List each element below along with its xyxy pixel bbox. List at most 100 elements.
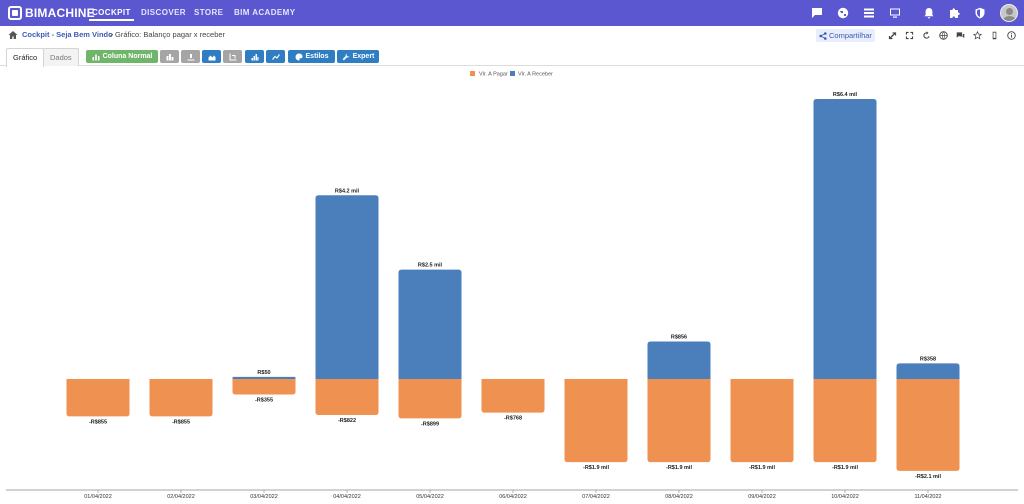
mobile-icon[interactable] — [989, 30, 999, 40]
tab-grafico[interactable]: Gráfico — [6, 48, 45, 67]
data-label-pagar: -R$855 — [89, 419, 107, 425]
bar-pagar[interactable] — [730, 379, 794, 463]
x-tick-label: 11/04/2022 — [914, 494, 941, 500]
app-logo[interactable]: BIMACHINE — [8, 5, 95, 21]
nav-discover[interactable]: DISCOVER — [141, 8, 186, 17]
data-label-pagar: -R$1.9 mil — [666, 465, 692, 471]
legend-label-pagar: Vlr. A Pagar — [479, 72, 508, 78]
bar-pagar[interactable] — [896, 379, 960, 471]
bar-pagar[interactable] — [66, 379, 130, 417]
chart-legend: Vlr. A Pagar Vlr. A Receber — [470, 71, 553, 78]
data-label-receber: R$6.4 mil — [833, 92, 858, 98]
x-tick-label: 07/04/2022 — [582, 494, 610, 500]
bar-pagar[interactable] — [315, 379, 379, 415]
swap-axis-icon — [229, 53, 236, 60]
bar-receber[interactable] — [813, 99, 877, 379]
breadcrumb-separator: > — [109, 30, 114, 39]
wrench-icon — [342, 53, 350, 60]
data-label-receber: R$358 — [920, 356, 936, 362]
shield-icon[interactable] — [972, 5, 988, 21]
expert-label: Expert — [352, 53, 375, 60]
data-label-receber: R$856 — [671, 335, 687, 341]
column-normal-button[interactable]: Coluna Normal — [86, 50, 158, 63]
column-normal-label: Coluna Normal — [102, 53, 153, 60]
legend-swatch-pagar — [470, 71, 475, 76]
legend-label-receber: Vlr. A Receber — [518, 72, 553, 78]
bar-receber[interactable] — [315, 195, 379, 379]
x-tick-label: 08/04/2022 — [665, 494, 693, 500]
globe-icon[interactable] — [835, 5, 851, 21]
chat-icon[interactable] — [809, 5, 825, 21]
bar-receber[interactable] — [647, 341, 711, 379]
styles-label: Estilos — [305, 53, 329, 60]
globe-small-icon[interactable] — [938, 30, 948, 40]
bar-pagar[interactable] — [398, 379, 462, 419]
bar-pagar[interactable] — [149, 379, 213, 417]
bar-pagar[interactable] — [813, 379, 877, 463]
stacked-bar-button[interactable] — [160, 50, 179, 63]
bar-receber[interactable] — [232, 376, 296, 379]
bell-icon[interactable] — [921, 5, 937, 21]
data-label-pagar: -R$355 — [255, 398, 273, 404]
chart-area: Vlr. A Pagar Vlr. A Receber -R$855 -R$855… — [0, 66, 1024, 504]
data-label-pagar: -R$822 — [338, 418, 356, 424]
x-tick-label: 05/04/2022 — [416, 494, 444, 500]
bar-receber[interactable] — [398, 269, 462, 379]
bar-pagar[interactable] — [564, 379, 628, 463]
waterfall-icon — [187, 53, 194, 60]
bar-pagar[interactable] — [481, 379, 545, 413]
x-tick-label: 06/04/2022 — [499, 494, 527, 500]
user-avatar[interactable] — [1000, 4, 1018, 22]
share-button[interactable]: Compartilhar — [816, 29, 875, 42]
line-chart-icon — [271, 53, 280, 60]
logo-text: BIMACHINE — [25, 6, 95, 20]
x-tick-label: 02/04/2022 — [167, 494, 195, 500]
bar-receber[interactable] — [896, 363, 960, 379]
palette-icon — [295, 53, 303, 60]
tab-dados[interactable]: Dados — [43, 48, 79, 66]
data-label-receber: R$4.2 mil — [335, 188, 360, 194]
data-label-pagar: -R$1.9 mil — [832, 465, 858, 471]
refresh-icon[interactable] — [921, 30, 931, 40]
stacked-bar-icon — [166, 53, 173, 60]
line-chart-button[interactable] — [266, 50, 285, 63]
x-tick-label: 09/04/2022 — [748, 494, 776, 500]
waterfall-button[interactable] — [181, 50, 200, 63]
bar-pagar[interactable] — [232, 379, 296, 395]
data-label-pagar: -R$768 — [504, 416, 522, 422]
view-tabs-toolbar: Gráfico Dados Coluna Normal Estilos Expe… — [0, 46, 1024, 67]
breadcrumb-parent[interactable]: Cockpit - Seja Bem Vindo — [22, 30, 113, 39]
area-chart-button[interactable] — [202, 50, 221, 63]
swap-axis-button[interactable] — [223, 50, 242, 63]
comments-icon[interactable] — [955, 30, 965, 40]
puzzle-icon[interactable] — [946, 5, 962, 21]
logo-icon — [8, 6, 22, 20]
share-label: Compartilhar — [829, 31, 872, 40]
data-label-receber: R$2.5 mil — [418, 263, 443, 269]
nav-bim-academy[interactable]: BIM ACADEMY — [234, 8, 296, 17]
grouped-bar-icon — [251, 53, 258, 60]
x-axis-ticks: 01/04/2022 02/04/2022 03/04/2022 04/04/2022… — [84, 490, 942, 500]
list-icon[interactable] — [861, 5, 877, 21]
expand-icon[interactable] — [887, 30, 897, 40]
bar-pagar[interactable] — [647, 379, 711, 463]
nav-store[interactable]: STORE — [194, 8, 224, 17]
grouped-bar-button[interactable] — [245, 50, 264, 63]
x-tick-label: 04/04/2022 — [333, 494, 361, 500]
chart-bars: -R$855 -R$855 -R$355 R$50 -R$822 R$4.2 mil -R$… — [66, 92, 960, 480]
balance-bar-chart: Vlr. A Pagar Vlr. A Receber -R$855 -R$855… — [6, 71, 1018, 500]
legend-swatch-receber — [510, 71, 515, 76]
home-icon[interactable] — [8, 30, 18, 40]
data-label-receber: R$50 — [257, 370, 270, 376]
monitor-icon[interactable] — [887, 5, 903, 21]
expert-button[interactable]: Expert — [337, 50, 379, 63]
star-icon[interactable] — [972, 30, 982, 40]
breadcrumb-current: Gráfico: Balanço pagar x receber — [115, 30, 226, 39]
fullscreen-icon[interactable] — [904, 30, 914, 40]
info-icon[interactable] — [1006, 30, 1016, 40]
x-tick-label: 10/04/2022 — [831, 494, 859, 500]
styles-button[interactable]: Estilos — [288, 50, 335, 63]
breadcrumb: Cockpit - Seja Bem Vindo > Gráfico: Bala… — [0, 26, 1024, 44]
x-tick-label: 03/04/2022 — [250, 494, 278, 500]
nav-cockpit[interactable]: COCKPIT — [89, 8, 134, 21]
